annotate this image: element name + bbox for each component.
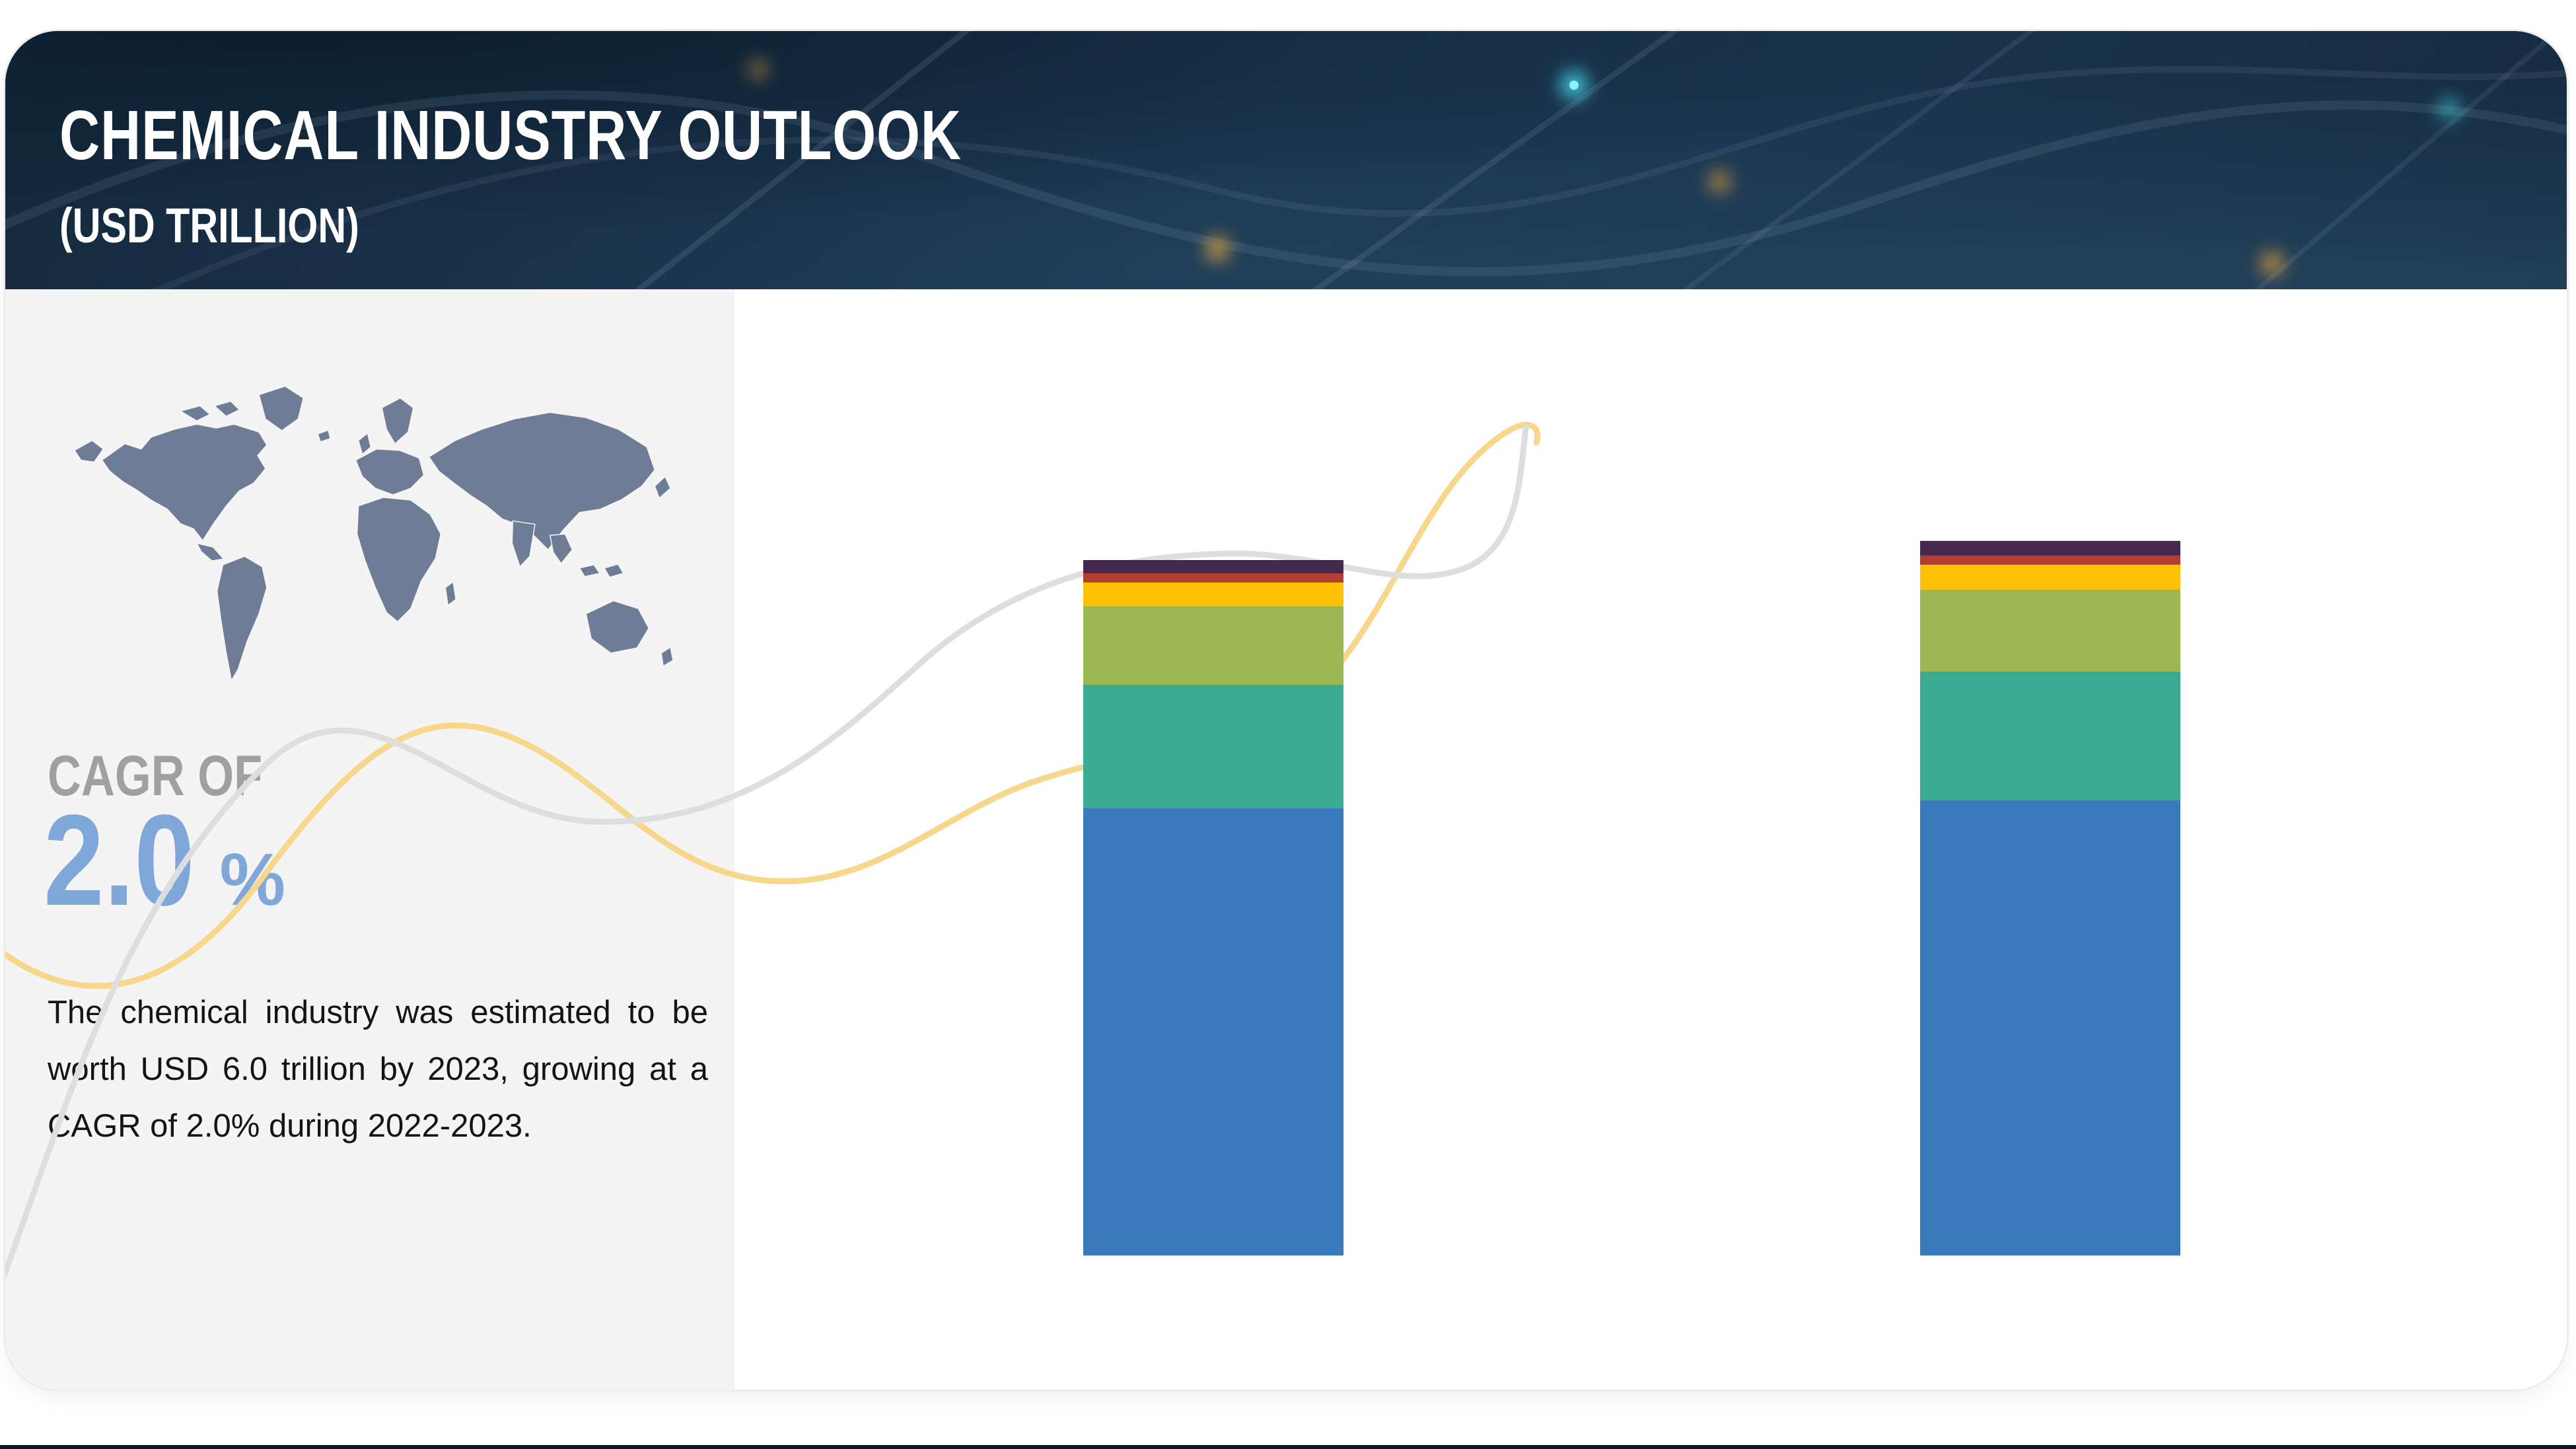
bar-segment-Europe: [1083, 685, 1343, 809]
cagr-value: 2.0: [44, 788, 195, 933]
bar-segment-Rest of the World: [1083, 560, 1343, 573]
bar-segment-South America: [1083, 583, 1343, 607]
bar-segment-South America: [1920, 565, 2180, 590]
glow-dot-amber: [1206, 238, 1229, 260]
page-title: CHEMICAL INDUSTRY OUTLOOK: [59, 96, 962, 174]
header-banner: CHEMICAL INDUSTRY OUTLOOK (USD TRILLION): [5, 31, 2567, 289]
stacked-bar-chart: 20222023-E Asia-PacificEuropeNorth Ameri…: [734, 289, 2567, 1390]
bar-segment-Asia-Pacific: [1083, 808, 1343, 1255]
page-subtitle: (USD TRILLION): [59, 198, 359, 253]
world-map: [59, 372, 733, 712]
bar-segment-Asia-Pacific: [1920, 800, 2180, 1255]
summary-text: The chemical industry was estimated to b…: [48, 995, 708, 1144]
bar-segment-North America: [1920, 590, 2180, 672]
stacked-bar-2022: [1083, 289, 1343, 1255]
bar-segment-North America: [1083, 606, 1343, 685]
bar-segment-Africa: [1083, 573, 1343, 583]
stacked-bar-2023-E: [1920, 289, 2180, 1255]
bar-segment-Rest of the World: [1920, 541, 2180, 555]
content-card: CHEMICAL INDUSTRY OUTLOOK (USD TRILLION): [5, 31, 2567, 1390]
cagr-percent-sign: %: [219, 838, 286, 921]
header-network-decoration: [5, 31, 2567, 289]
cagr-value-block: 2.0 %: [44, 793, 285, 929]
bottom-border-strip: [0, 1445, 2576, 1449]
bar-segment-Africa: [1920, 555, 2180, 565]
summary-panel: CAGR OF 2.0 % The chemical industry was …: [5, 289, 734, 1390]
bar-segment-Europe: [1920, 672, 2180, 800]
